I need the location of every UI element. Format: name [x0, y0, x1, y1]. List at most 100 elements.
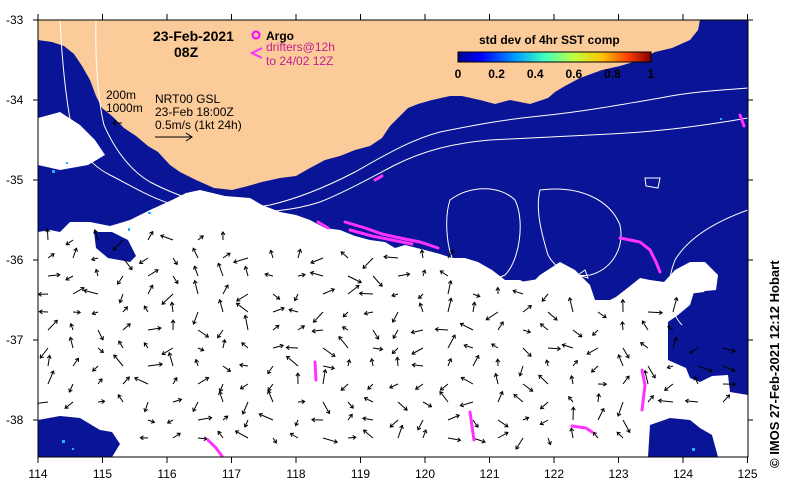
current-vector-arrow [592, 329, 599, 336]
map-date: 23-Feb-2021 [153, 28, 234, 44]
current-vector-arrow [217, 329, 224, 339]
current-vector-arrow [72, 247, 78, 259]
current-vector-arrow [272, 293, 281, 300]
current-vector-arrow [389, 419, 399, 428]
y-tick-label: -36 [6, 253, 24, 267]
drifters-window: to 24/02 12Z [266, 54, 333, 68]
current-vector-arrow [161, 293, 174, 305]
current-vector-arrow [418, 293, 424, 300]
current-vector-arrow [459, 322, 474, 331]
current-vector-arrow [122, 306, 128, 313]
current-vector-arrow [272, 343, 284, 349]
current-vector-arrow [286, 355, 299, 367]
current-vector-arrow [639, 342, 649, 349]
current-vector-arrow [45, 228, 50, 241]
current-vector-arrow [192, 401, 199, 413]
argo-legend: Argo drifters@12h to 24/02 12Z [249, 29, 335, 68]
current-vector-arrow [472, 293, 481, 298]
current-vector-arrow [72, 287, 85, 295]
current-vector-arrow [363, 396, 374, 403]
current-vector-arrow [38, 400, 49, 406]
current-vector-arrow [112, 239, 124, 251]
drifter-arrow-icon [249, 47, 263, 59]
current-vector-arrow [447, 414, 461, 421]
current-vector-arrow [641, 320, 649, 331]
current-vector-arrow [647, 310, 664, 316]
current-vector-arrow [622, 419, 631, 434]
current-vector-arrow [693, 375, 699, 385]
current-scale: 0.5m/s (1kt 24h) [155, 118, 242, 132]
current-vector-arrow [422, 401, 433, 408]
current-vector-arrow [547, 311, 558, 321]
current-vector-arrow [197, 235, 204, 241]
current-vector-arrow [68, 336, 74, 349]
current-vector-arrow [122, 257, 133, 271]
current-vector-arrow [310, 257, 324, 265]
bathymetry-contours [59, 20, 748, 326]
current-vector-arrow [547, 346, 562, 352]
current-vector-arrow [617, 353, 624, 367]
current-vector-arrow [622, 375, 630, 385]
current-vector-arrow [83, 288, 99, 295]
current-vector-arrow [113, 354, 124, 367]
x-tick-label: 124 [673, 467, 693, 481]
current-vector-arrow [568, 395, 574, 403]
current-vector-arrow [616, 401, 624, 417]
current-vector-arrow [463, 343, 474, 349]
current-vector-arrow [383, 254, 399, 260]
current-vector-arrow [322, 347, 336, 357]
colorbar: std dev of 4hr SST comp 0 0.2 0.4 0.6 0.… [455, 33, 655, 81]
current-vector-arrow [243, 314, 249, 331]
current-vector-arrow [512, 289, 524, 295]
current-vector-arrow [72, 309, 82, 315]
current-vector-arrow [267, 389, 274, 403]
current-vector-arrow [297, 399, 306, 405]
current-vector-arrow [47, 272, 61, 278]
current-valid-time: 23-Feb 18:00Z [155, 105, 234, 119]
sst-speckle [52, 118, 722, 451]
current-vector-arrow [590, 365, 599, 373]
current-vector-arrow [241, 401, 249, 415]
current-vector-arrow [689, 347, 699, 354]
current-vector-arrow [539, 401, 549, 410]
current-vector-arrow [567, 296, 574, 313]
current-vector-arrow [147, 284, 154, 295]
current-vector-arrow [172, 397, 183, 403]
x-tick-label: 118 [286, 467, 305, 481]
current-vector-arrow [143, 342, 149, 349]
current-vector-arrow [47, 370, 55, 385]
current-vector-arrow [217, 430, 224, 439]
current-vector-arrow [46, 354, 52, 367]
current-vector-arrow [97, 399, 106, 404]
current-vector-arrow [411, 347, 424, 355]
current-vector-arrow [697, 365, 713, 373]
colorbar-title: std dev of 4hr SST comp [479, 33, 620, 47]
current-vector-arrow [147, 419, 156, 424]
colorbar-tick: 0 [455, 67, 462, 81]
current-vector-arrow [347, 413, 353, 421]
current-vector-arrow [197, 415, 213, 421]
x-tick-label: 119 [351, 467, 370, 481]
colorbar-tick: 0.6 [565, 67, 582, 81]
current-vector-arrow [459, 401, 474, 408]
cloud-gaps [38, 20, 712, 325]
x-tick-label: 122 [544, 467, 564, 481]
current-vector-arrow [539, 419, 549, 426]
argo-marker-icon [251, 30, 261, 40]
colorbar-tick: 0.4 [527, 67, 544, 81]
current-vector-arrow [497, 321, 504, 331]
current-vector-arrow [147, 230, 154, 241]
x-axis-labels: 114 115 116 117 118 119 120 121 122 123 … [28, 467, 757, 481]
current-vector-arrow [572, 359, 578, 367]
current-vector-arrow [139, 435, 149, 441]
current-vector-arrow [497, 431, 509, 439]
current-vector-arrow [417, 419, 424, 431]
current-vector-arrow [460, 376, 474, 385]
current-vector-arrow [597, 381, 608, 387]
colorbar-tick: 0.2 [488, 67, 505, 81]
x-tick-label: 114 [28, 467, 47, 481]
current-vector-arrow [522, 329, 532, 334]
y-tick-label: -38 [6, 413, 24, 427]
current-vector-arrow [447, 279, 453, 295]
current-vector-arrow [285, 345, 299, 351]
